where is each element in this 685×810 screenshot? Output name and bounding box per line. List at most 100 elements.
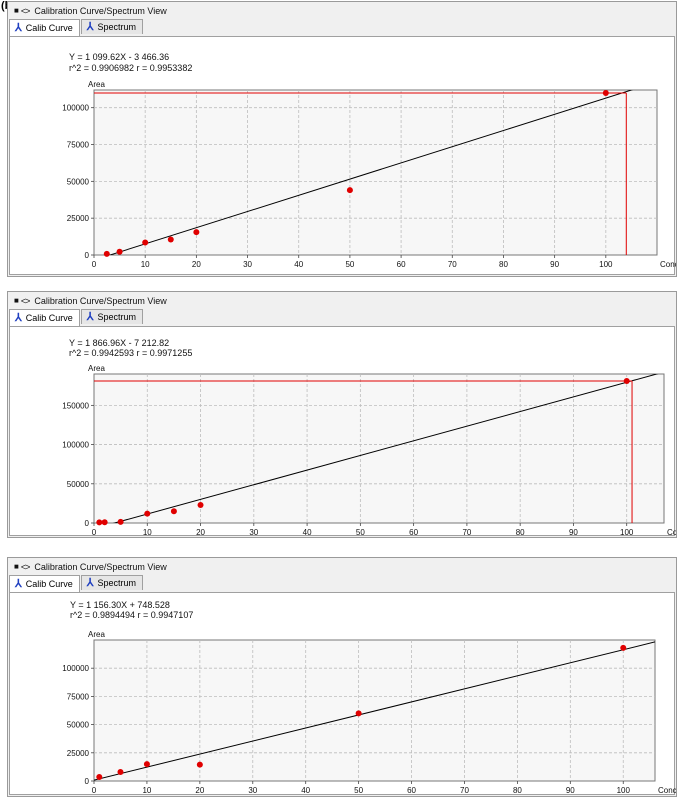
y-tick-label: 50000	[67, 721, 90, 730]
x-axis-title: Conc.	[658, 786, 676, 795]
y-tick-label: 25000	[67, 214, 90, 223]
x-tick-label: 20	[196, 528, 205, 537]
x-tick-label: 0	[92, 528, 97, 537]
regression-equation: Y = 1 156.30X + 748.528	[70, 600, 170, 610]
regression-line	[108, 90, 634, 255]
x-tick-label: 60	[397, 260, 406, 269]
x-axis-title: Conc.	[660, 260, 676, 269]
x-tick-label: 50	[345, 260, 354, 269]
x-tick-label: 90	[550, 260, 559, 269]
data-point	[116, 248, 123, 255]
data-point	[355, 710, 362, 717]
data-point	[196, 761, 203, 768]
x-tick-label: 50	[356, 528, 365, 537]
regression-line	[112, 374, 659, 523]
x-tick-label: 10	[142, 786, 151, 795]
code-arrows-icon[interactable]: <>	[20, 561, 30, 572]
x-axis-title: Conc.	[667, 528, 676, 537]
x-tick-label: 10	[143, 528, 152, 537]
tab-label: Spectrum	[97, 22, 137, 32]
data-point	[117, 518, 124, 525]
tab-bar: ⅄ Calib Curve ⅄ Spectrum	[9, 19, 144, 36]
y-tick-label: 150000	[62, 401, 89, 410]
plot-area	[93, 89, 658, 256]
tab-calib-curve[interactable]: ⅄ Calib Curve	[9, 575, 80, 592]
tab-spectrum[interactable]: ⅄ Spectrum	[80, 19, 144, 34]
regression-equation: Y = 1 866.96X - 7 212.82	[69, 338, 170, 348]
y-tick-label: 100000	[62, 104, 89, 113]
chart-area: Y = 1 099.62X - 3 466.36 r^2 = 0.9906982…	[9, 36, 676, 275]
data-point	[623, 378, 630, 385]
data-point	[96, 774, 103, 781]
x-tick-label: 70	[462, 528, 471, 537]
calibration-panel-1: ■ <> Calibration Curve/Spectrum View ⅄ Ca…	[7, 1, 677, 277]
window-title: Calibration Curve/Spectrum View	[34, 295, 167, 306]
calibration-chart: 0 10 20 30 40 50 60 70 80 90 100 0 25000 50000 75000 10…	[62, 630, 676, 795]
x-tick-label: 40	[303, 528, 312, 537]
data-point	[170, 508, 177, 515]
correlation-values: r^2 = 0.9942593 r = 0.9971255	[69, 348, 193, 358]
x-tick-label: 80	[499, 260, 508, 269]
tab-calib-curve[interactable]: ⅄ Calib Curve	[9, 19, 80, 36]
plot-area	[93, 373, 665, 524]
x-tick-label: 40	[301, 786, 310, 795]
tab-spectrum[interactable]: ⅄ Spectrum	[80, 309, 144, 324]
y-tick-label: 25000	[67, 749, 90, 758]
data-point	[167, 236, 174, 243]
y-tick-label: 50000	[67, 480, 90, 489]
code-arrows-icon[interactable]: <>	[20, 295, 30, 306]
x-tick-label: 20	[195, 786, 204, 795]
x-tick-label: 0	[92, 786, 97, 795]
data-point	[143, 761, 150, 768]
data-point	[142, 239, 149, 246]
window-icon[interactable]: ■	[14, 5, 19, 15]
y-tick-label: 0	[85, 251, 90, 260]
calibration-chart: 0 10 20 30 40 50 60 70 80 90 100 0 50000 100000 150000…	[62, 364, 676, 537]
code-arrows-icon[interactable]: <>	[20, 5, 30, 16]
y-tick-label: 0	[85, 519, 90, 528]
data-point	[193, 229, 200, 236]
y-axis-title: Area	[88, 630, 105, 639]
tab-bar: ⅄ Calib Curve ⅄ Spectrum	[9, 309, 144, 326]
x-tick-label: 100	[620, 528, 634, 537]
tab-calib-curve[interactable]: ⅄ Calib Curve	[9, 309, 80, 326]
x-tick-label: 100	[617, 786, 631, 795]
tab-label: Calib Curve	[25, 313, 73, 323]
window-titlebar: ■ <> Calibration Curve/Spectrum View	[8, 292, 676, 309]
window-title: Calibration Curve/Spectrum View	[34, 561, 167, 572]
x-tick-label: 80	[516, 528, 525, 537]
chart-area: Y = 1 866.96X - 7 212.82 r^2 = 0.9942593…	[9, 326, 676, 537]
y-tick-label: 100000	[62, 441, 89, 450]
y-tick-label: 0	[85, 777, 90, 786]
x-tick-label: 20	[192, 260, 201, 269]
data-point	[144, 510, 151, 517]
x-tick-label: 90	[566, 786, 575, 795]
data-point	[197, 501, 204, 508]
x-tick-label: 70	[460, 786, 469, 795]
y-axis-title: Area	[88, 364, 105, 373]
window-icon[interactable]: ■	[14, 561, 19, 571]
tab-bar: ⅄ Calib Curve ⅄ Spectrum	[9, 575, 144, 592]
x-tick-label: 40	[294, 260, 303, 269]
peak-icon: ⅄	[15, 577, 22, 590]
window-titlebar: ■ <> Calibration Curve/Spectrum View	[8, 2, 676, 19]
peak-icon: ⅄	[86, 20, 94, 33]
y-tick-label: 75000	[67, 141, 90, 150]
y-axis-title: Area	[88, 80, 105, 89]
window-icon[interactable]: ■	[14, 295, 19, 305]
data-point	[620, 644, 627, 651]
x-tick-label: 30	[249, 528, 258, 537]
y-tick-label: 100000	[62, 664, 89, 673]
x-tick-label: 60	[409, 528, 418, 537]
tab-label: Spectrum	[97, 578, 137, 588]
data-point	[103, 250, 110, 257]
y-tick-label: 75000	[67, 692, 90, 701]
tab-label: Calib Curve	[25, 23, 73, 33]
calibration-panel-2: ■ <> Calibration Curve/Spectrum View ⅄ Ca…	[7, 291, 677, 538]
tab-spectrum[interactable]: ⅄ Spectrum	[80, 575, 144, 590]
x-tick-label: 30	[243, 260, 252, 269]
x-tick-label: 10	[141, 260, 150, 269]
calibration-panel-3: ■ <> Calibration Curve/Spectrum View ⅄ Ca…	[7, 557, 677, 797]
x-tick-label: 100	[599, 260, 613, 269]
data-point	[96, 519, 103, 526]
